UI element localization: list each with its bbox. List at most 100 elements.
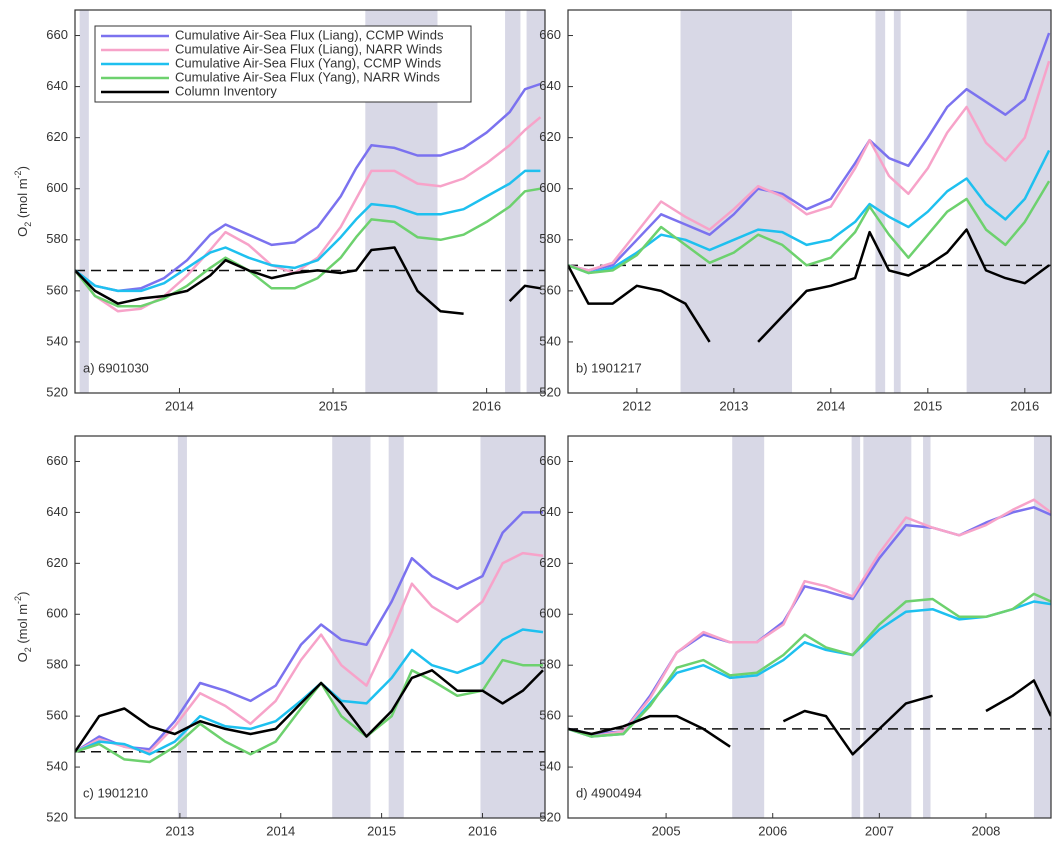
series-line	[568, 180, 1051, 275]
legend-label: Cumulative Air-Sea Flux (Yang), CCMP Win…	[175, 55, 442, 70]
panel: 520 540 560 580 600 620 640 660 2013 2014 2015 2016…	[13, 435, 546, 838]
plot-area	[75, 436, 545, 818]
panel-label: a) 6901030	[83, 360, 149, 375]
shaded-period	[875, 10, 886, 393]
series-line	[568, 498, 1051, 738]
axes-frame	[567, 9, 1052, 394]
shaded-period	[526, 10, 545, 393]
x-tick-label: 2015	[913, 398, 942, 413]
y-axis-label-part: O	[15, 227, 30, 237]
legend-label: Column Inventory	[175, 83, 277, 98]
x-tick-label: 2013	[165, 823, 194, 838]
x-tick-label: 2014	[266, 823, 295, 838]
shaded-period	[480, 436, 545, 818]
x-tick-label: 2015	[319, 398, 348, 413]
y-tick-label: 560	[46, 282, 68, 297]
y-axis-label-part: 2	[23, 222, 33, 227]
shaded-period	[332, 436, 371, 818]
y-tick-label: 660	[46, 453, 68, 468]
y-axis-label-part: 2	[23, 647, 33, 652]
series-line	[568, 592, 1051, 738]
x-tick-label: 2005	[652, 823, 681, 838]
y-axis-label-part: -2	[13, 596, 23, 604]
y-tick-label: 600	[539, 606, 561, 621]
series-line	[75, 658, 543, 764]
legend-label: Cumulative Air-Sea Flux (Yang), NARR Win…	[175, 69, 440, 84]
series-line	[568, 32, 1051, 272]
y-tick-label: 660	[46, 27, 68, 42]
y-tick-label: 640	[46, 504, 68, 519]
shaded-period	[923, 436, 931, 818]
axes-frame	[74, 9, 546, 394]
x-tick-label: 2016	[1010, 398, 1039, 413]
shaded-period	[505, 10, 521, 393]
shaded-period	[1033, 436, 1051, 818]
y-tick-label: 560	[46, 708, 68, 723]
series-line	[568, 506, 1051, 736]
panel-label: d) 4900494	[576, 785, 642, 800]
y-tick-label: 580	[46, 231, 68, 246]
shaded-period	[893, 10, 901, 393]
panel-label: b) 1901217	[576, 360, 642, 375]
x-tick-label: 2012	[622, 398, 651, 413]
axes-frame	[567, 435, 1052, 819]
series-line	[75, 169, 541, 293]
x-tick-label: 2016	[468, 823, 497, 838]
series-line	[75, 669, 544, 753]
y-tick-label: 620	[46, 129, 68, 144]
shaded-period	[863, 436, 912, 818]
x-tick-label: 2014	[816, 398, 845, 413]
y-tick-label: 540	[539, 333, 561, 348]
y-tick-label: 640	[539, 504, 561, 519]
panel: 520 540 560 580 600 620 640 660 2012 2013 2014 2015…	[539, 9, 1052, 413]
shaded-period	[177, 436, 187, 818]
y-tick-label: 540	[539, 759, 561, 774]
y-axis-label-part: (mol m	[15, 604, 30, 647]
y-tick-label: 660	[539, 27, 561, 42]
series-line	[75, 82, 541, 293]
y-tick-label: 580	[539, 231, 561, 246]
y-tick-label: 520	[46, 809, 68, 824]
series-line	[568, 60, 1051, 272]
y-tick-label: 520	[539, 384, 561, 399]
series-line	[568, 228, 1050, 343]
panel-label: c) 1901210	[83, 785, 148, 800]
panel: 520 540 560 580 600 620 640 660 2014 2015 2016 a) 6…	[13, 9, 546, 413]
y-tick-label: 640	[46, 78, 68, 93]
y-axis-label-part: -2	[13, 170, 23, 178]
y-axis-label: O2 (mol m-2)	[13, 592, 33, 663]
y-tick-label: 660	[539, 453, 561, 468]
y-tick-label: 600	[539, 180, 561, 195]
x-tick-label: 2014	[165, 398, 194, 413]
shaded-period	[680, 10, 793, 393]
y-tick-label: 540	[46, 333, 68, 348]
y-tick-label: 580	[46, 657, 68, 672]
x-tick-label: 2008	[971, 823, 1000, 838]
x-tick-label: 2006	[758, 823, 787, 838]
y-tick-label: 600	[46, 180, 68, 195]
x-tick-label: 2013	[719, 398, 748, 413]
x-tick-label: 2015	[367, 823, 396, 838]
y-axis-label: O2 (mol m-2)	[13, 166, 33, 237]
shaded-period	[851, 436, 861, 818]
plot-area	[75, 10, 545, 393]
y-tick-label: 560	[539, 282, 561, 297]
legend-label: Cumulative Air-Sea Flux (Liang), NARR Wi…	[175, 41, 443, 56]
y-tick-label: 620	[539, 555, 561, 570]
y-tick-label: 520	[46, 384, 68, 399]
legend-label: Cumulative Air-Sea Flux (Liang), CCMP Wi…	[175, 27, 444, 42]
y-tick-label: 620	[46, 555, 68, 570]
series-line	[75, 551, 544, 754]
shaded-period	[732, 436, 765, 818]
axes-frame	[74, 435, 546, 819]
series-line	[75, 187, 541, 308]
y-tick-label: 620	[539, 129, 561, 144]
y-tick-label: 520	[539, 809, 561, 824]
y-tick-label: 640	[539, 78, 561, 93]
y-axis-label-part: (mol m	[15, 178, 30, 221]
series-line	[75, 511, 543, 753]
series-line	[75, 246, 541, 316]
x-tick-label: 2016	[472, 398, 501, 413]
y-axis-label-part: O	[15, 652, 30, 662]
